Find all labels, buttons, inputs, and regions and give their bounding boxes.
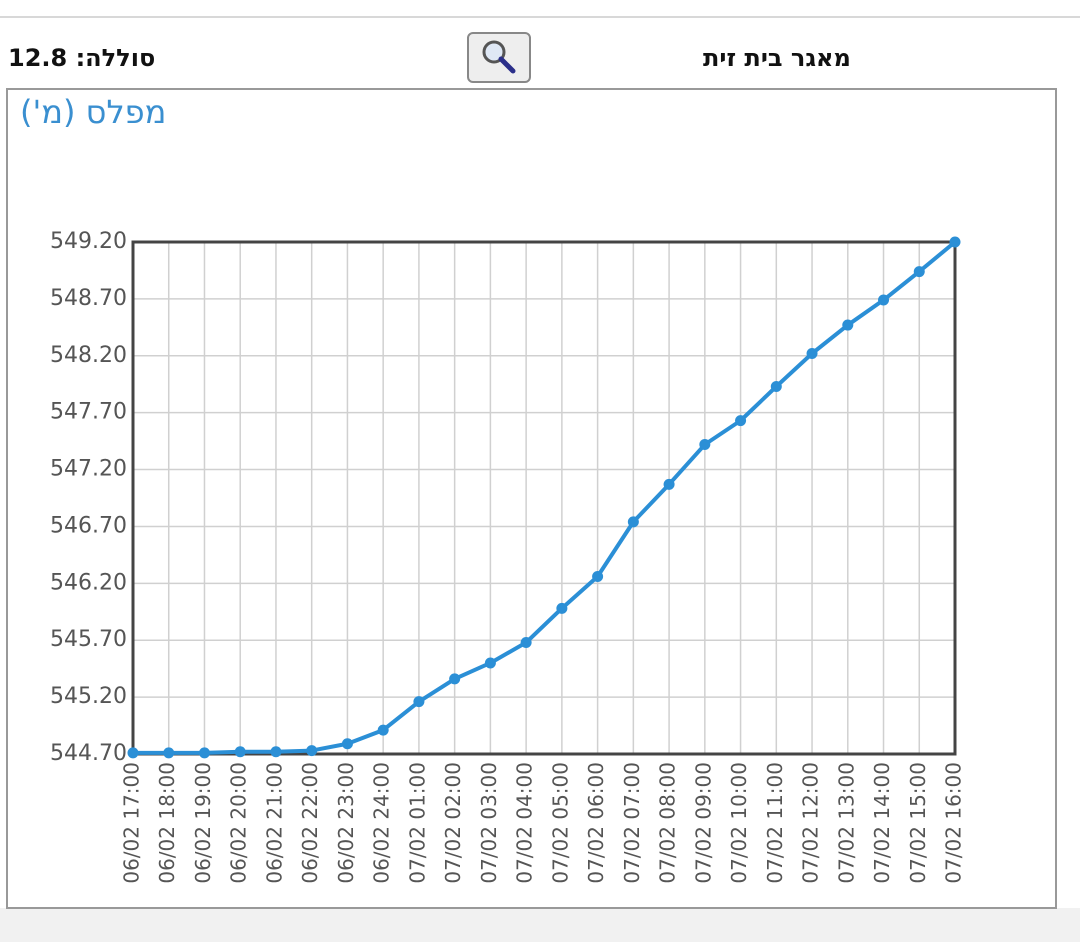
data-point: [592, 571, 604, 583]
data-point: [913, 266, 925, 278]
data-point: [198, 747, 210, 759]
data-point: [127, 747, 139, 759]
y-tick-label: 547.70: [50, 400, 127, 425]
y-tick-label: 544.70: [50, 741, 127, 766]
x-tick-label: 06/02 19:00: [191, 762, 215, 884]
data-point: [377, 724, 389, 736]
battery-label: סוללה: 12.8: [8, 44, 155, 72]
y-tick-label: 545.20: [50, 684, 127, 709]
x-tick-label: 07/02 04:00: [513, 762, 537, 884]
x-tick-label: 07/02 11:00: [763, 762, 787, 884]
magnifier-lens: [482, 40, 506, 64]
y-tick-label: 546.70: [50, 513, 127, 538]
data-point: [735, 415, 747, 427]
x-tick-label: 07/02 09:00: [691, 762, 715, 884]
x-tick-label: 06/02 23:00: [334, 762, 358, 884]
y-tick-label: 546.20: [50, 570, 127, 595]
data-point: [842, 319, 854, 331]
data-point: [270, 746, 282, 758]
data-point: [484, 657, 496, 669]
x-tick-label: 06/02 17:00: [120, 762, 144, 884]
data-point: [663, 478, 675, 490]
x-tick-label: 07/02 05:00: [548, 762, 572, 884]
top-strip: [0, 0, 1080, 16]
data-point: [699, 439, 711, 451]
data-point: [341, 738, 353, 750]
x-tick-label: 07/02 12:00: [799, 762, 823, 884]
x-tick-label: 07/02 13:00: [834, 762, 858, 884]
x-tick-label: 06/02 24:00: [370, 762, 394, 884]
plot: 544.70 545.20 545.70 546.20 546.70 547.20 547.…: [50, 229, 965, 884]
data-point: [806, 348, 818, 360]
data-point: [449, 673, 461, 685]
x-tick-label: 07/02 01:00: [405, 762, 429, 884]
data-point: [878, 294, 890, 306]
data-point: [949, 236, 961, 248]
y-tick-label: 548.70: [50, 286, 127, 311]
footer-bg: [0, 908, 1080, 942]
data-point: [556, 602, 568, 614]
y-tick-label: 548.20: [50, 343, 127, 368]
chart-frame: [6, 88, 1057, 909]
line-series: [133, 240, 957, 755]
x-tick-label: 06/02 22:00: [298, 762, 322, 884]
x-tick-label: 07/02 07:00: [620, 762, 644, 884]
data-point: [306, 745, 318, 757]
x-tick-label: 06/02 18:00: [155, 762, 179, 884]
data-point: [520, 636, 532, 648]
data-point: [413, 696, 425, 708]
magnifier-handle: [498, 56, 516, 74]
data-point: [234, 746, 246, 758]
x-tick-label: 07/02 10:00: [727, 762, 751, 884]
x-tick-label: 07/02 03:00: [477, 762, 501, 884]
x-tick-label: 06/02 21:00: [262, 762, 286, 884]
x-tick-label: 07/02 16:00: [942, 762, 966, 884]
data-point: [770, 380, 782, 392]
x-tick-label: 07/02 08:00: [656, 762, 680, 884]
x-tick-label: 06/02 20:00: [227, 762, 251, 884]
y-tick-label: 545.70: [50, 627, 127, 652]
y-tick-label: 547.20: [50, 457, 127, 482]
y-tick-label: 549.20: [50, 229, 127, 254]
reservoir-name: מאגר בית זית: [703, 44, 851, 72]
search-button[interactable]: [467, 32, 531, 83]
x-tick-label: 07/02 06:00: [584, 762, 608, 884]
data-point: [163, 747, 175, 759]
x-tick-label: 07/02 15:00: [906, 762, 930, 884]
x-tick-label: 07/02 02:00: [441, 762, 465, 884]
axis-title: מפלס (מ'): [20, 93, 166, 131]
data-point: [627, 516, 639, 528]
plot-border: [131, 240, 957, 756]
x-tick-label: 07/02 14:00: [870, 762, 894, 884]
